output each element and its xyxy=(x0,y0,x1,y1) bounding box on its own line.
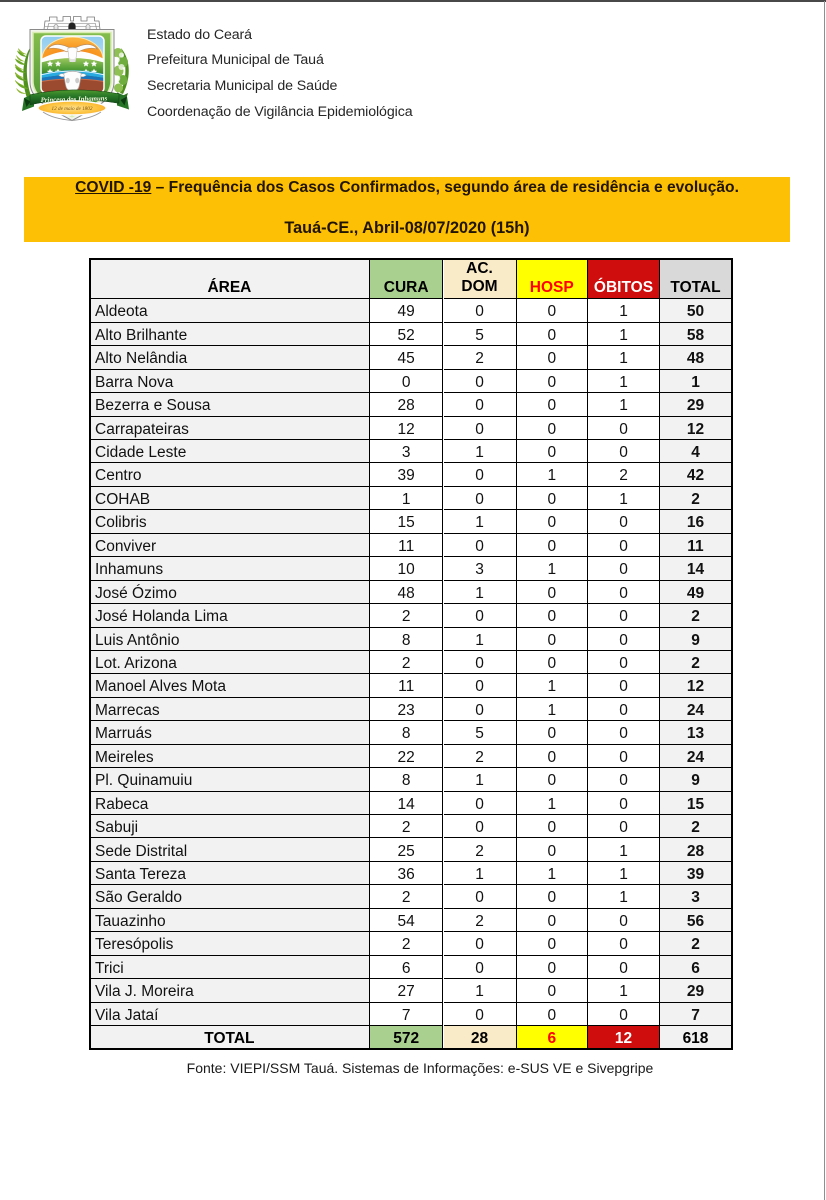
svg-text:Princesa dos Inhamuns: Princesa dos Inhamuns xyxy=(41,95,108,104)
svg-text:12 de maio de 1802: 12 de maio de 1802 xyxy=(52,106,93,112)
